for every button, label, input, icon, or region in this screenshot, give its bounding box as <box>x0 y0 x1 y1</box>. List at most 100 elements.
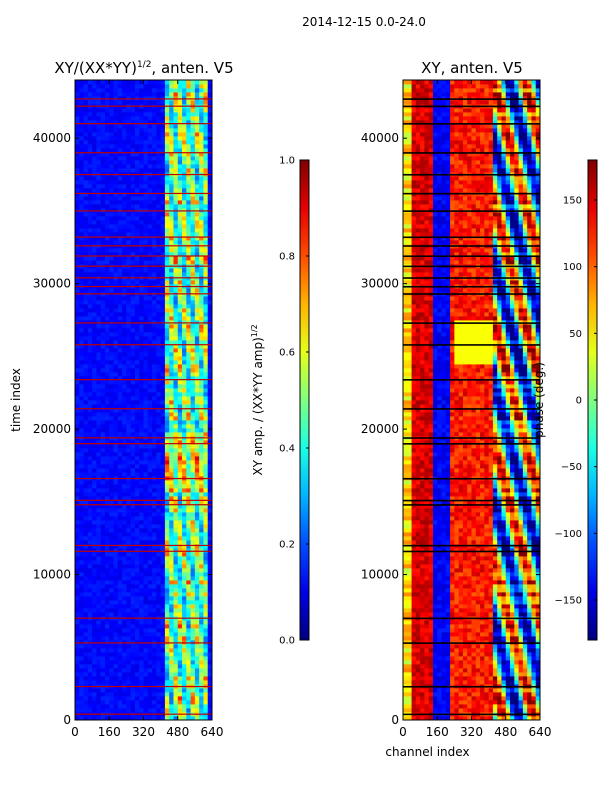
flag-line <box>403 285 540 288</box>
flag-line <box>75 98 212 100</box>
colorbar-tick-label: 0.2 <box>279 540 295 551</box>
flag-line <box>75 544 212 547</box>
flag-line <box>75 443 212 445</box>
colorbar-tick-label: 0.0 <box>279 636 295 647</box>
y-tick-label: 0 <box>391 713 399 727</box>
y-axis-label: time index <box>9 368 23 432</box>
flag-line <box>403 504 540 506</box>
x-tick-label: 320 <box>460 725 483 739</box>
x-tick-label: 0 <box>71 725 79 739</box>
flag-line <box>403 245 540 247</box>
flag-line <box>403 265 540 268</box>
flag-line <box>75 293 212 295</box>
flag-line <box>75 550 212 552</box>
y-tick-label: 20000 <box>33 422 71 436</box>
flag-line <box>75 285 212 288</box>
y-tick-label: 10000 <box>361 568 399 582</box>
flag-line <box>403 437 540 439</box>
phase-panel: 0 160 320 480 640 0 10000 20000 30000 40000 XY, an… <box>361 59 598 759</box>
flag-line <box>75 105 212 107</box>
flag-line <box>75 504 212 506</box>
flag-line <box>75 245 212 247</box>
flag-line <box>75 277 212 279</box>
flag-line <box>75 477 212 480</box>
colorbar-tick-label: 0.6 <box>279 348 295 359</box>
flag-line <box>403 277 540 279</box>
colorbar: 0.0 0.2 0.4 0.6 0.8 1.0 XY amp. / (XX*YY amp)1… <box>250 156 310 647</box>
flag-line <box>75 265 212 267</box>
colorbar-label: XY amp. / (XX*YY amp)1/2 <box>250 324 265 475</box>
colorbar-tick-label: 100 <box>563 262 582 273</box>
flag-line <box>403 443 540 445</box>
flag-line <box>403 499 540 502</box>
colorbar-gradient <box>299 159 310 641</box>
flag-line <box>403 550 540 553</box>
flag-line <box>403 105 540 108</box>
amplitude-panel: 0 160 320 480 640 0 10000 20000 30000 40000 XY/(XX… <box>9 59 310 739</box>
flag-line <box>403 255 540 257</box>
panel-title: XY, anten. V5 <box>421 59 523 77</box>
flag-line <box>75 685 212 688</box>
panel-title: XY/(XX*YY)1/2, anten. V5 <box>54 59 233 77</box>
flag-line <box>403 152 540 154</box>
flag-line <box>75 437 212 439</box>
heatmap-image <box>75 80 213 721</box>
x-axis-label: channel index <box>385 745 469 759</box>
y-tick-label: 30000 <box>33 277 71 291</box>
flag-line <box>75 123 212 125</box>
colorbar-tick-label: −150 <box>555 596 582 607</box>
flag-line <box>403 642 540 644</box>
colorbar-tick-label: 0.4 <box>279 444 295 455</box>
flag-line <box>403 236 540 239</box>
flag-line <box>403 408 540 410</box>
y-tick-label: 30000 <box>361 277 399 291</box>
heatmap-image <box>403 80 541 721</box>
flag-lines <box>75 98 212 715</box>
flag-line <box>403 210 540 212</box>
x-tick-label: 640 <box>529 725 552 739</box>
y-tick-label: 10000 <box>33 568 71 582</box>
flag-line <box>75 322 212 324</box>
colorbar-tick-label: 0.8 <box>279 252 295 263</box>
flag-line <box>75 173 212 176</box>
flag-line <box>403 293 540 295</box>
flag-line <box>403 344 540 346</box>
y-tick-label: 40000 <box>33 131 71 145</box>
flag-line <box>75 408 212 410</box>
flag-line <box>75 236 212 238</box>
flag-line <box>403 98 540 100</box>
colorbar-tick-label: 150 <box>563 196 582 207</box>
flag-line <box>403 192 540 195</box>
colorbar: −150 −100 −50 0 50 100 150 phase (deg.) <box>532 159 598 641</box>
colorbar-tick-label: 1.0 <box>279 156 295 167</box>
flag-line <box>75 499 212 501</box>
flag-line <box>75 379 212 381</box>
colorbar-tick-label: 50 <box>569 329 582 340</box>
flag-line <box>403 685 540 688</box>
colorbar-tick-label: 0 <box>576 396 582 407</box>
flag-line <box>403 713 540 716</box>
x-tick-label: 480 <box>166 725 189 739</box>
flag-line <box>403 617 540 620</box>
flag-line <box>75 617 212 619</box>
y-tick-label: 20000 <box>361 422 399 436</box>
flag-line <box>403 544 540 547</box>
flag-line <box>403 322 540 324</box>
flag-line <box>75 210 212 212</box>
flag-line <box>403 477 540 480</box>
flag-lines <box>403 98 540 716</box>
colorbar-tick-label: −100 <box>555 529 582 540</box>
x-tick-label: 160 <box>98 725 121 739</box>
colorbar-label: phase (deg.) <box>532 362 546 438</box>
flag-line <box>75 642 212 644</box>
flag-line <box>403 123 540 125</box>
flag-line <box>75 713 212 715</box>
flag-line <box>403 173 540 176</box>
suptitle: 2014-12-15 0.0-24.0 <box>302 15 426 29</box>
colorbar-tick-label: −50 <box>561 462 582 473</box>
x-tick-label: 160 <box>426 725 449 739</box>
x-tick-label: 0 <box>399 725 407 739</box>
x-tick-label: 640 <box>201 725 224 739</box>
x-tick-label: 320 <box>132 725 155 739</box>
